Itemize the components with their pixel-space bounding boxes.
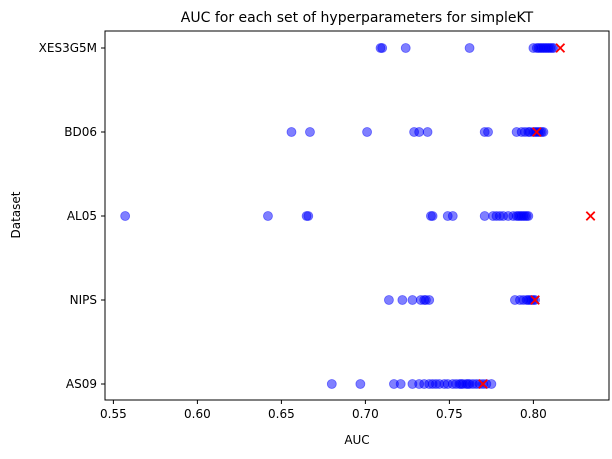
y-tick-label-bd06: BD06 [64, 125, 97, 139]
data-point-nips-2 [407, 295, 418, 305]
data-point-as09-0 [326, 379, 337, 389]
data-point-xes3g5m-2 [400, 43, 411, 53]
x-tick-label-0: 0.55 [100, 407, 127, 421]
x-axis: 0.55 0.60 0.65 0.70 0.75 0.80 [100, 400, 547, 421]
y-tick-label-nips: NIPS [70, 293, 97, 307]
y-axis: XES3G5M BD06 AL05 NIPS AS09 [39, 41, 105, 391]
x-tick-label-1: 0.60 [184, 407, 211, 421]
data-point-as09-3 [395, 379, 406, 389]
x-tick-label-5: 0.80 [520, 407, 547, 421]
data-point-al05-5 [427, 211, 438, 221]
x-axis-label: AUC [344, 433, 369, 447]
data-point-al05-8 [479, 211, 490, 221]
plot-area-points [120, 43, 596, 389]
x-tick-label-2: 0.65 [268, 407, 295, 421]
data-point-xes3g5m-3 [464, 43, 475, 53]
best-point-xes3g5m [555, 43, 566, 53]
x-tick-label-3: 0.70 [352, 407, 379, 421]
data-point-as09-26 [486, 379, 497, 389]
data-point-al05-7 [447, 211, 458, 221]
best-point-nips [530, 295, 540, 305]
data-point-xes3g5m-1 [377, 43, 388, 53]
data-point-bd06-1 [305, 127, 315, 137]
data-point-bd06-4 [414, 127, 425, 137]
best-point-as09 [478, 379, 488, 389]
best-point-bd06 [531, 127, 542, 137]
data-point-al05-3 [303, 211, 314, 221]
data-point-bd06-2 [362, 127, 372, 137]
data-point-nips-6 [424, 295, 435, 305]
data-point-al05-0 [120, 211, 131, 221]
data-point-as09-1 [355, 379, 366, 389]
data-point-xes3g5m-15 [548, 43, 559, 53]
data-point-bd06-19 [538, 127, 549, 137]
data-point-bd06-7 [483, 127, 493, 137]
y-tick-label-as09: AS09 [66, 377, 97, 391]
data-point-bd06-5 [422, 127, 433, 137]
data-point-nips-1 [397, 295, 408, 305]
data-point-al05-22 [523, 211, 534, 221]
data-point-nips-0 [384, 295, 394, 305]
y-tick-label-al05: AL05 [67, 209, 97, 223]
y-tick-label-xes3g5m: XES3G5M [39, 41, 97, 55]
plot-frame [104, 30, 610, 401]
x-tick-label-4: 0.75 [436, 407, 463, 421]
best-point-al05 [585, 211, 596, 221]
chart-title: AUC for each set of hyperparameters for … [181, 10, 534, 26]
data-point-al05-1 [263, 211, 273, 221]
y-axis-label: Dataset [9, 191, 23, 238]
data-point-bd06-0 [286, 127, 297, 137]
